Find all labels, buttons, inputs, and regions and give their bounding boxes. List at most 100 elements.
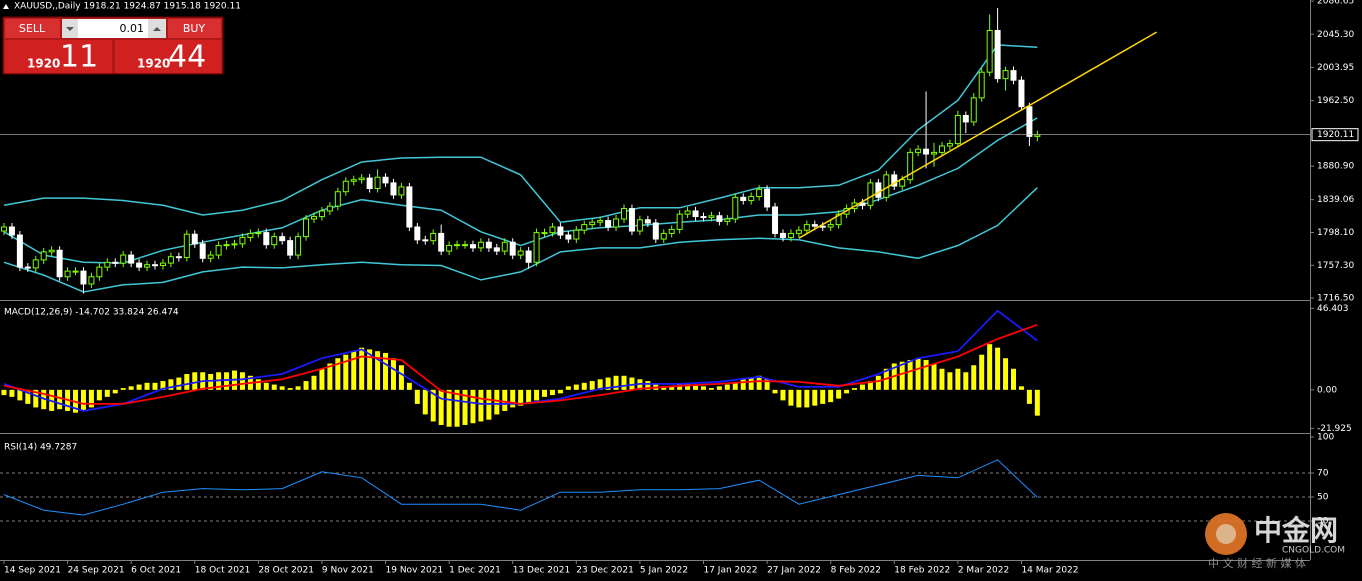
y-tick-label: 1798.10: [1317, 228, 1354, 238]
candle-body: [708, 215, 715, 218]
macd-line: [3, 323, 1038, 405]
x-tick-label: 17 Jan 2022: [703, 566, 757, 576]
macd-bar: [398, 365, 404, 390]
macd-bar: [645, 381, 651, 390]
candle-body: [819, 225, 826, 228]
candle-body: [469, 244, 476, 249]
candle-body: [374, 176, 381, 190]
macd-bar: [995, 347, 1001, 390]
macd-bar: [327, 363, 333, 390]
candle-body: [8, 226, 15, 236]
candle-body: [549, 226, 556, 234]
macd-bar: [812, 389, 818, 406]
candle-body: [994, 29, 1001, 80]
candle-body: [692, 210, 699, 218]
candle-body: [310, 216, 317, 220]
candle-body: [795, 229, 802, 234]
macd-bar: [279, 386, 285, 390]
macd-bar: [780, 389, 786, 401]
macd-bar: [128, 386, 134, 390]
macd-bar: [844, 389, 850, 394]
macd-bar: [422, 389, 428, 415]
macd-bar: [462, 389, 468, 425]
lot-input[interactable]: [78, 19, 148, 38]
macd-bar: [1034, 389, 1040, 416]
macd-bar: [112, 389, 118, 394]
candle-body: [64, 270, 71, 278]
buy-button[interactable]: [168, 19, 221, 38]
macd-bar: [955, 368, 961, 390]
buy-price-box[interactable]: [115, 40, 221, 73]
macd-bar: [192, 372, 198, 390]
y-tick-label: 2045.30: [1317, 30, 1354, 40]
x-tick-label: 23 Dec 2021: [576, 566, 634, 576]
macd-bar: [208, 374, 214, 390]
macd-bar: [303, 381, 309, 390]
macd-bar: [1026, 389, 1032, 404]
macd-bar: [1011, 368, 1017, 390]
candle-body: [326, 205, 333, 212]
logo-name: 中金网: [1254, 514, 1338, 547]
candle-body: [152, 264, 159, 267]
macd-bar: [319, 368, 325, 390]
y-tick-label: 46.403: [1317, 304, 1349, 314]
x-tick-label: 6 Oct 2021: [131, 566, 181, 576]
y-tick-label: 2086.65: [1317, 0, 1354, 7]
candle-body: [239, 236, 246, 245]
candle-body: [398, 186, 405, 196]
candle-body: [700, 216, 707, 219]
macd-bar: [176, 377, 182, 390]
candle-body: [454, 244, 461, 247]
macd-bar: [136, 384, 142, 390]
candle-body: [56, 249, 63, 278]
candle-body: [589, 221, 596, 226]
lot-value: 0.01: [120, 22, 145, 35]
macd-bar: [311, 375, 317, 390]
candle-body: [493, 247, 500, 252]
candle-body: [112, 261, 119, 264]
macd-bar: [446, 389, 452, 427]
macd-bar: [351, 351, 357, 390]
macd-bar: [104, 389, 110, 397]
sell-price-big: 1920: [27, 57, 60, 71]
candle-body: [501, 241, 508, 252]
candle-body: [1010, 70, 1017, 81]
candle-body: [597, 220, 604, 223]
buy-price-small: 44: [168, 40, 206, 75]
macd-bar: [963, 372, 969, 390]
candle-body: [605, 220, 612, 228]
macd-bar: [605, 377, 611, 390]
x-tick-label: 9 Nov 2021: [322, 566, 374, 576]
candle-body: [88, 276, 95, 285]
macd-bar: [923, 359, 929, 390]
arrow-icon: [66, 27, 74, 31]
macd-bar: [120, 388, 126, 390]
last-price-tag: [1311, 128, 1359, 142]
sell-price-box[interactable]: [5, 40, 112, 73]
candle-body: [215, 244, 222, 256]
macd-bar: [772, 389, 778, 394]
macd-bar: [160, 381, 166, 390]
x-tick-label: 19 Nov 2021: [386, 566, 444, 576]
macd-bar: [1, 389, 7, 396]
candle-body: [303, 218, 310, 238]
candle-body: [422, 239, 429, 242]
macd-bar: [518, 389, 524, 406]
candle-body: [644, 219, 651, 224]
macd-bar: [987, 344, 993, 390]
macd-bar: [271, 384, 277, 390]
candle-body: [104, 261, 111, 268]
candle-body: [406, 186, 413, 228]
x-tick-label: 27 Jan 2022: [767, 566, 821, 576]
macd-bar: [836, 389, 842, 399]
candle-body: [811, 224, 818, 227]
candle-body: [477, 241, 484, 249]
x-tick-label: 18 Feb 2022: [894, 566, 950, 576]
candle-body: [1002, 70, 1009, 80]
macd-bar: [899, 361, 905, 390]
macd-bar: [9, 389, 15, 397]
x-tick-label: 14 Mar 2022: [1021, 566, 1078, 576]
candle-body: [390, 182, 397, 196]
sell-button[interactable]: [5, 19, 60, 38]
